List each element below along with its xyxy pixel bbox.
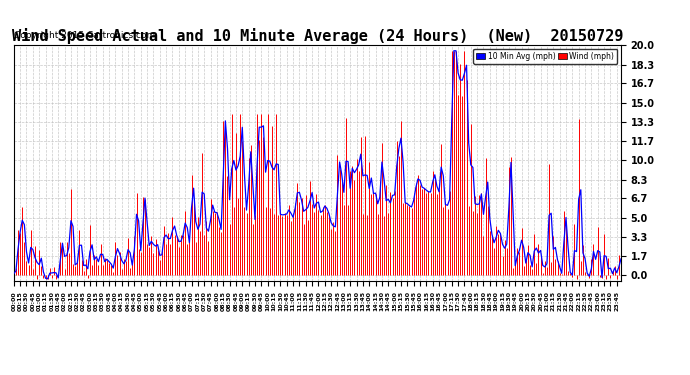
Text: Copyright 2015 Cartronics.com: Copyright 2015 Cartronics.com [14,31,155,40]
Title: Wind Speed Actual and 10 Minute Average (24 Hours)  (New)  20150729: Wind Speed Actual and 10 Minute Average … [12,28,623,44]
Legend: 10 Min Avg (mph), Wind (mph): 10 Min Avg (mph), Wind (mph) [473,49,617,64]
